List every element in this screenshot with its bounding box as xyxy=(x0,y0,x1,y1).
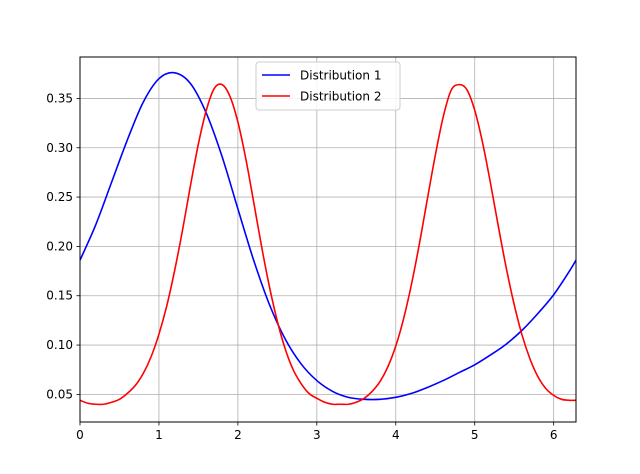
x-tick-label: 0 xyxy=(76,428,84,442)
x-tick-label: 6 xyxy=(550,428,558,442)
y-tick-label: 0.15 xyxy=(46,289,73,303)
legend-label-1: Distribution 1 xyxy=(300,69,381,83)
y-tick-label: 0.30 xyxy=(46,141,73,155)
y-tick-label: 0.35 xyxy=(46,91,73,105)
y-tick-label: 0.20 xyxy=(46,239,73,253)
x-tick-label: 3 xyxy=(313,428,321,442)
y-tick-label: 0.10 xyxy=(46,338,73,352)
plot-frame xyxy=(79,56,577,423)
y-tick-label: 0.25 xyxy=(46,190,73,204)
series-line-1 xyxy=(80,71,576,401)
legend-box xyxy=(255,61,401,111)
legend-label-2: Distribution 2 xyxy=(300,90,381,104)
series-layer xyxy=(80,71,576,406)
x-tick-label: 1 xyxy=(155,428,163,442)
legend: Distribution 1 Distribution 2 xyxy=(255,61,401,111)
x-tick-label: 4 xyxy=(392,428,400,442)
series-line-2 xyxy=(80,83,576,406)
y-tick-label: 0.05 xyxy=(46,387,73,401)
axis-ticks: 0 1 2 3 4 5 6 0.05 0.10 0.15 0.20 0.25 0.30 0.35 xyxy=(46,91,557,442)
x-tick-label: 5 xyxy=(471,428,479,442)
x-tick-label: 2 xyxy=(234,428,242,442)
